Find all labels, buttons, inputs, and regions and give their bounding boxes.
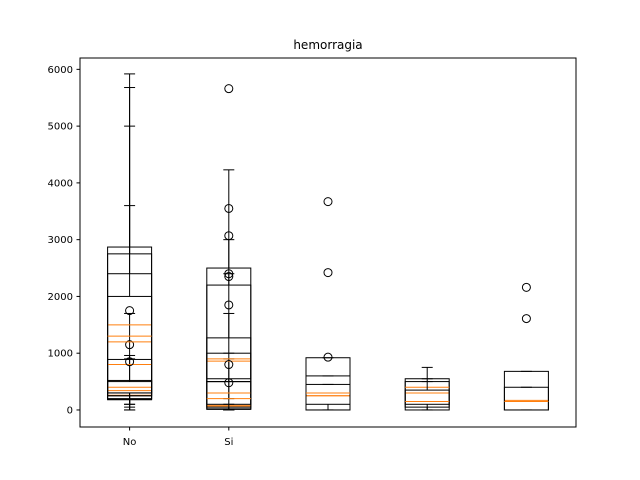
box-body (503, 386, 549, 411)
axes: 0 1000 2000 3000 4000 5000 6000 No Si (48, 65, 234, 448)
x-tick-label: No (123, 437, 137, 448)
box-body (404, 389, 450, 411)
y-tick-label: 3000 (48, 235, 73, 246)
chart-title: hemorragia (293, 38, 362, 52)
axes-frame (79, 57, 577, 428)
outlier-point (224, 360, 234, 370)
outlier-point (323, 268, 333, 278)
outlier-point (125, 357, 135, 367)
x-tick-label: Si (224, 437, 233, 448)
y-tick-label: 1000 (48, 349, 73, 360)
box-body (206, 284, 252, 408)
y-tick-label: 2000 (48, 292, 73, 303)
outlier-point (224, 378, 234, 388)
box-group-18 (404, 381, 450, 411)
y-tick-label: 0 (67, 405, 73, 416)
box-group-15 (305, 383, 351, 411)
box-group-12 (206, 239, 252, 411)
outlier-point (224, 84, 234, 94)
y-tick-label: 4000 (48, 178, 73, 189)
box-body (305, 383, 351, 405)
outlier-point (521, 282, 531, 292)
box-group-6 (107, 205, 153, 405)
outlier-point (323, 197, 333, 207)
y-tick-label: 5000 (48, 122, 73, 133)
y-tick-label: 6000 (48, 65, 73, 76)
outlier-point (521, 314, 531, 324)
box-body (107, 273, 153, 394)
outlier-point (323, 352, 333, 362)
box-group-20 (503, 386, 549, 411)
plot-area (107, 73, 549, 411)
